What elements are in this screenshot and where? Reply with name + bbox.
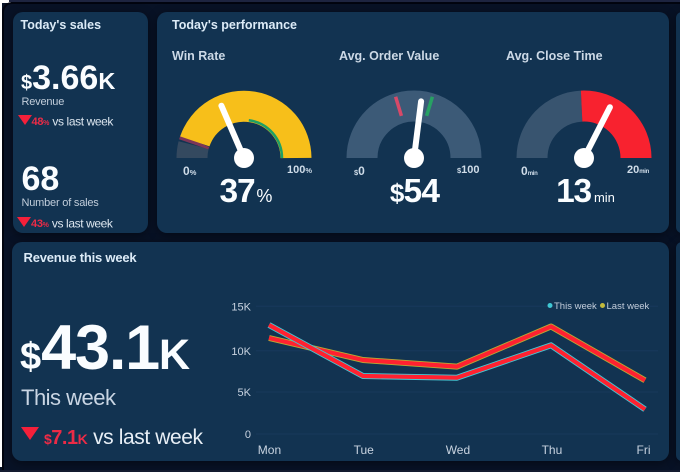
svg-text:This week: This week <box>554 301 597 312</box>
svg-text:15K: 15K <box>231 302 251 314</box>
svg-text:Last week: Last week <box>607 301 650 312</box>
svg-text:Tue: Tue <box>354 443 375 457</box>
svg-text:5K: 5K <box>238 387 252 399</box>
svg-text:Thu: Thu <box>542 443 563 457</box>
svg-text:0: 0 <box>245 429 251 441</box>
svg-text:Fri: Fri <box>637 443 651 457</box>
svg-text:Wed: Wed <box>446 443 470 457</box>
svg-text:Mon: Mon <box>258 443 281 457</box>
svg-text:10K: 10K <box>231 346 251 358</box>
